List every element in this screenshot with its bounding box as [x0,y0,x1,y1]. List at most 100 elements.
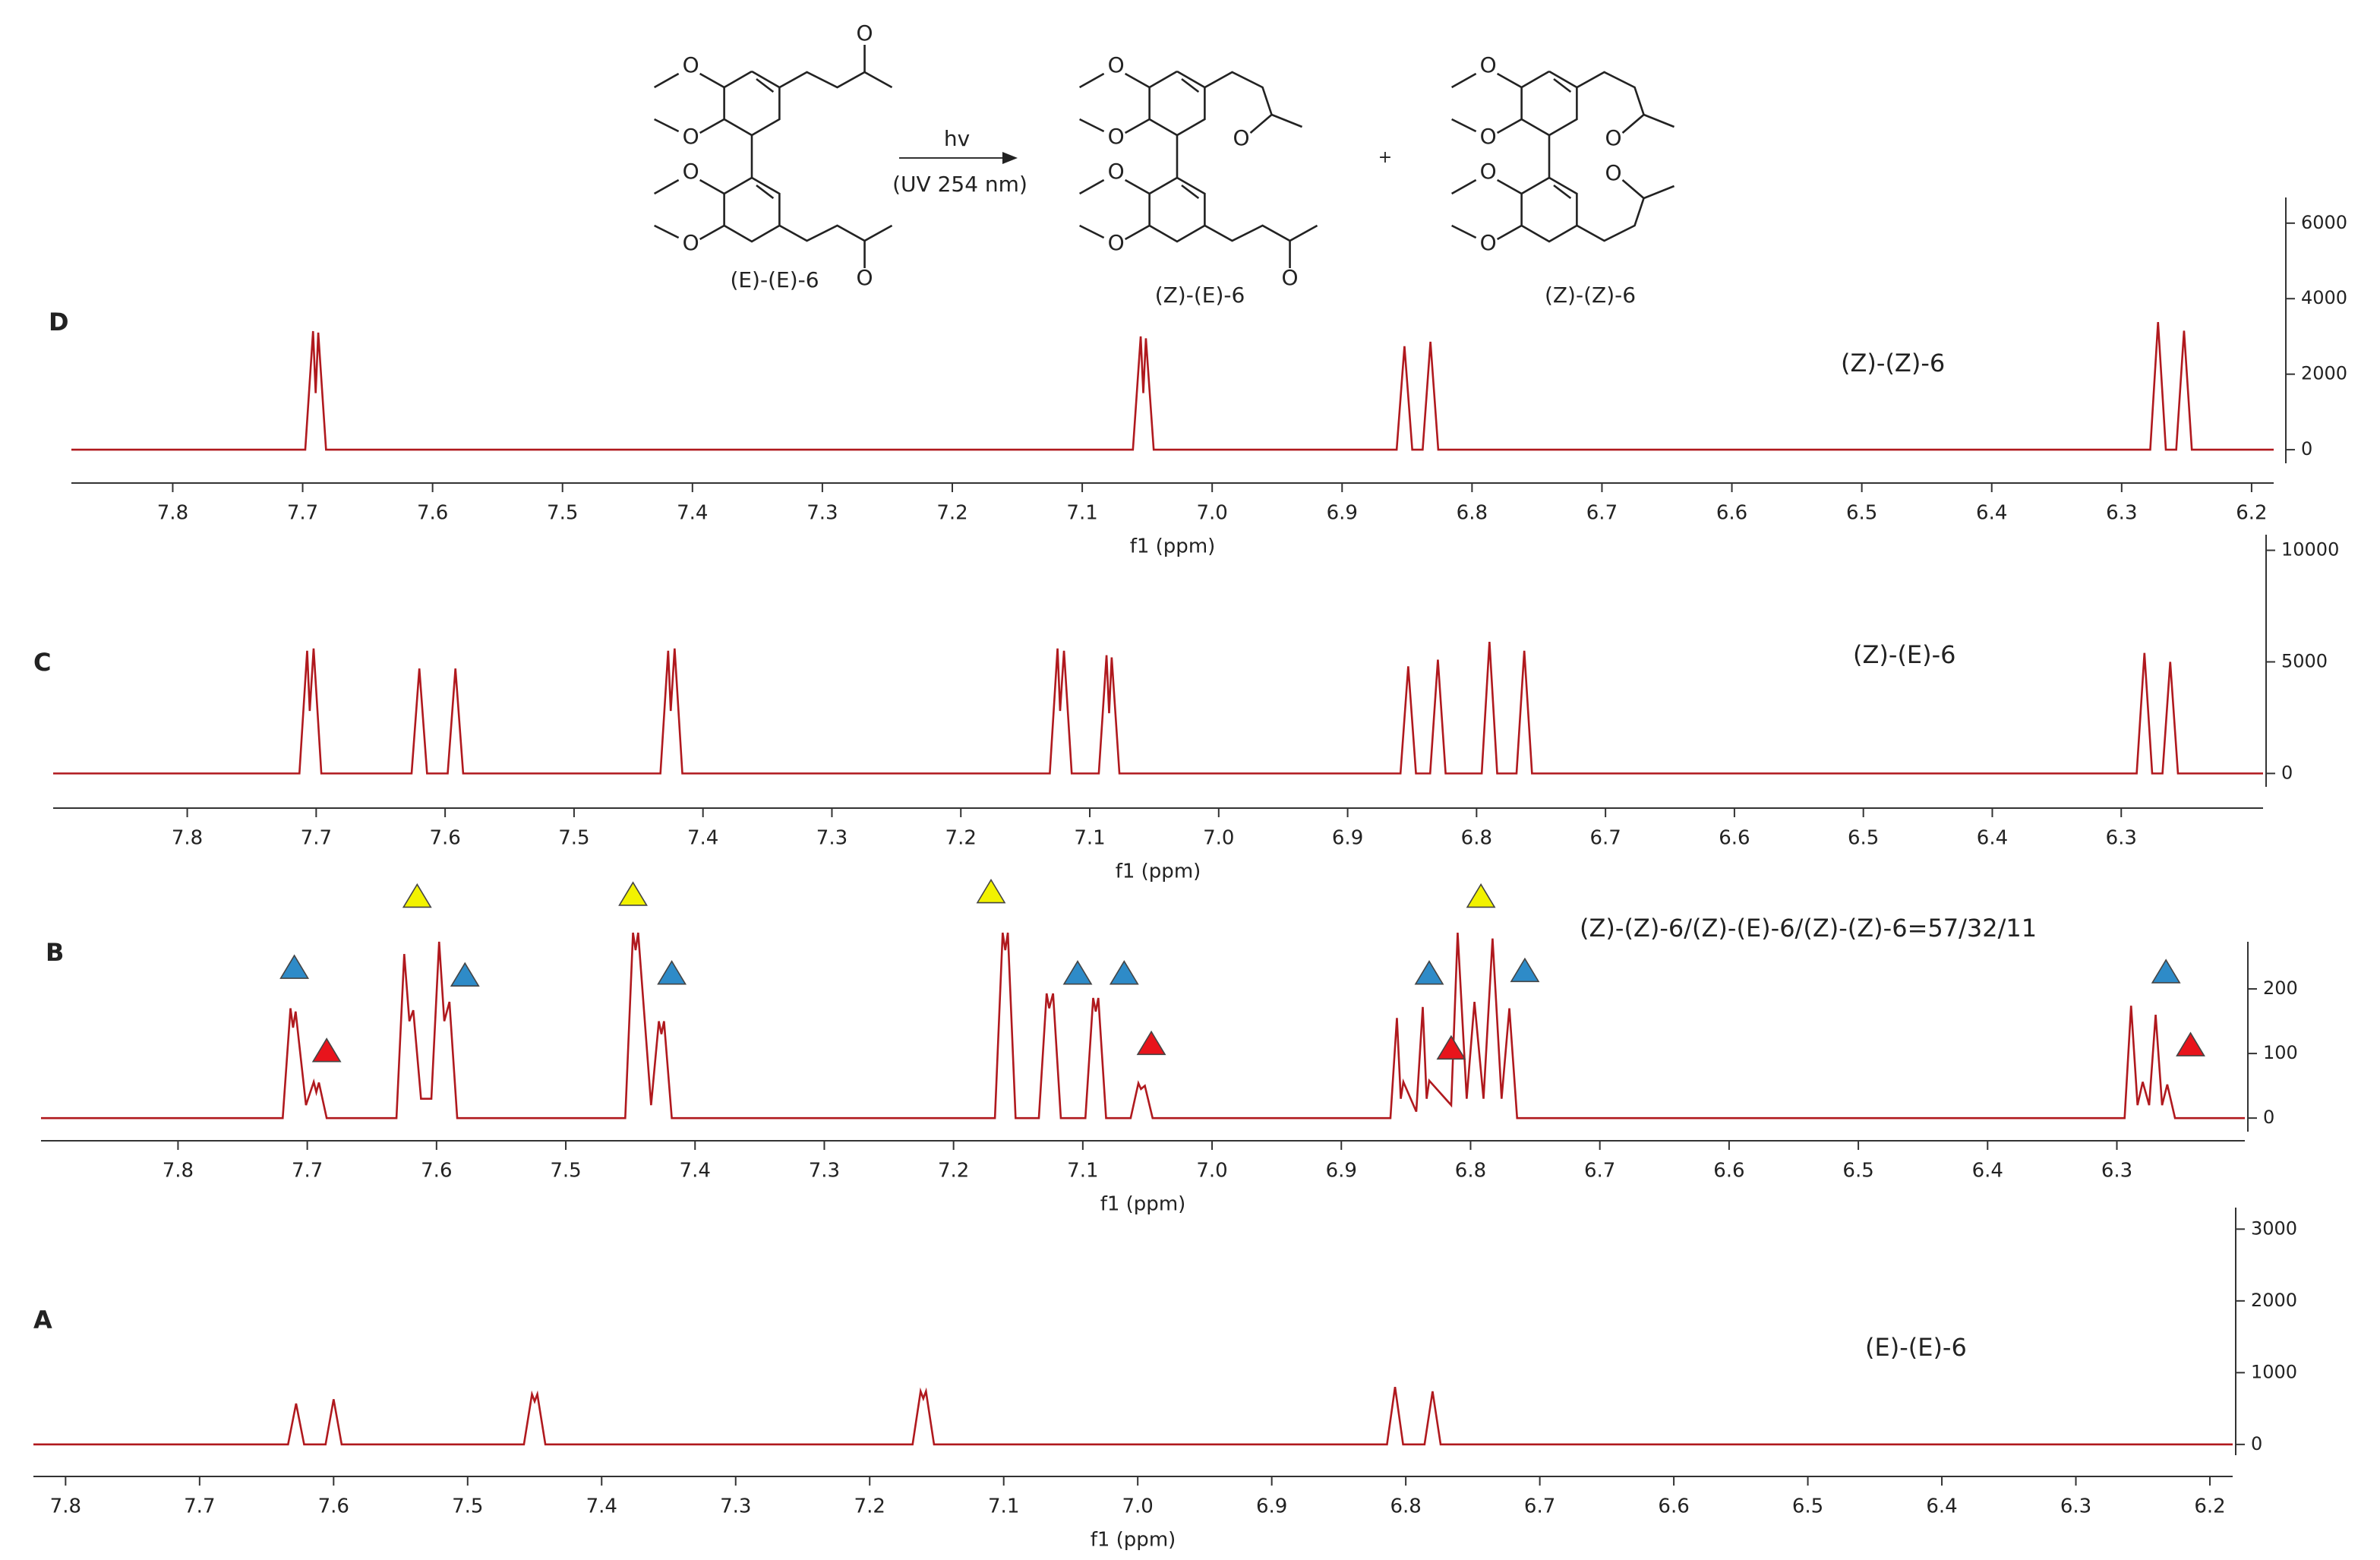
chain [1576,185,1675,242]
ring-double [1181,77,1200,93]
peak-marker [618,881,648,906]
peak-marker [311,1037,342,1063]
y-tick-label: 5000 [2281,650,2328,671]
x-tick-label: 6.4 [1977,827,2008,850]
bond [1078,178,1105,195]
x-tick-label: 6.5 [1848,827,1879,850]
x-tick-label: 6.6 [1713,1160,1744,1183]
bond [653,178,680,195]
bond [1450,178,1477,195]
x-tick-label: 6.8 [1390,1495,1421,1518]
y-tick-label: 100 [2263,1042,2298,1063]
y-tick-label: 10000 [2281,539,2339,561]
x-tick-label: 7.4 [680,1160,711,1183]
y-tick-label: 200 [2263,977,2298,999]
x-tick-label: 6.9 [1326,1160,1357,1183]
x-tick-label: 7.7 [184,1495,215,1518]
x-tick-label: 6.8 [1455,1160,1486,1183]
compound-label: (E)-(E)-6 [730,267,819,292]
x-tick-label: 6.5 [1792,1495,1823,1518]
peak-marker [1510,957,1540,983]
x-tick-label: 7.2 [936,502,967,525]
arrow-bottom-label: (UV 254 nm) [892,172,1027,197]
peak-marker [2151,958,2181,984]
panel-label: D [49,308,69,336]
x-tick-label: 6.2 [2236,502,2267,525]
atom-label: O [683,230,699,255]
x-tick-label: 6.9 [1256,1495,1287,1518]
annotation: (Z)-(Z)-6/(Z)-(E)-6/(Z)-(Z)-6=57/32/11 [1580,914,2037,943]
x-tick-label: 7.6 [318,1495,349,1518]
x-tick-label: 7.4 [586,1495,617,1518]
annotation: (Z)-(E)-6 [1853,640,1956,669]
peak-marker [1436,1034,1466,1060]
x-tick-label: 7.2 [945,827,977,850]
x-tick-label: 6.4 [1926,1495,1957,1518]
x-tick-label: 7.2 [938,1160,969,1183]
atom-label: O [1108,159,1125,184]
atom-label: O [1480,52,1497,77]
ring [1148,176,1206,243]
x-tick-label: 6.7 [1586,502,1618,525]
x-tick-label: 6.7 [1524,1495,1555,1518]
bond [654,118,680,133]
x-tick-label: 7.6 [417,502,448,525]
chain [778,224,893,242]
atom-label: O [1480,124,1497,149]
x-tick-label: 6.8 [1457,502,1488,525]
x-tick-label: 7.8 [157,502,188,525]
x-tick-label: 7.5 [547,502,578,525]
x-axis-label: f1 (ppm) [1100,1193,1186,1216]
x-tick-label: 7.0 [1197,502,1228,525]
x-tick-label: 6.9 [1327,502,1358,525]
x-tick-label: 6.4 [1976,502,2007,525]
x-tick-label: 7.8 [50,1495,81,1518]
bond [1450,72,1477,89]
carbonyl [1249,114,1273,134]
atom-label: O [1108,52,1125,77]
x-tick-label: 7.2 [854,1495,885,1518]
x-tick-label: 6.6 [1658,1495,1689,1518]
atom-label: O [857,21,873,46]
bond [1124,118,1151,134]
ring-double [1553,184,1572,200]
ring-double [1553,77,1572,93]
x-tick-label: 6.4 [1972,1160,2003,1183]
bond [699,224,725,241]
x-tick-label: 7.7 [287,502,318,525]
x-axis-label: f1 (ppm) [1130,535,1216,558]
x-tick-label: 6.3 [2060,1495,2091,1518]
arrow-head [1002,152,1018,164]
x-tick-label: 6.5 [1842,1160,1873,1183]
x-tick-label: 7.5 [452,1495,483,1518]
peak-marker [2176,1031,2205,1056]
atom-label: O [1108,124,1125,149]
bond [699,118,725,134]
bond [1496,178,1523,195]
x-tick-label: 7.0 [1122,1495,1153,1518]
spectrum-line [41,932,2245,1119]
atom-label: O [683,52,699,77]
x-axis-label: f1 (ppm) [1091,1529,1176,1552]
x-tick-label: 6.6 [1716,502,1747,525]
ring [1520,176,1578,243]
bond [1079,224,1105,239]
y-tick-label: 0 [2263,1107,2274,1128]
compound-label: (Z)-(E)-6 [1155,283,1245,308]
x-tick-label: 6.7 [1584,1160,1615,1183]
carbonyl [1621,179,1645,199]
spectrum-line [53,641,2263,775]
bond [654,224,680,239]
y-tick-label: 6000 [2301,212,2347,233]
panel-label: B [46,938,64,967]
atom-label: O [1605,125,1622,150]
annotation: (Z)-(Z)-6 [1841,349,1945,377]
peak-marker [1466,883,1496,908]
x-tick-label: 7.1 [1074,827,1105,850]
x-tick-label: 7.1 [1066,502,1097,525]
x-tick-label: 7.4 [677,502,708,525]
bond [1496,72,1523,89]
peak-marker [1136,1030,1166,1056]
